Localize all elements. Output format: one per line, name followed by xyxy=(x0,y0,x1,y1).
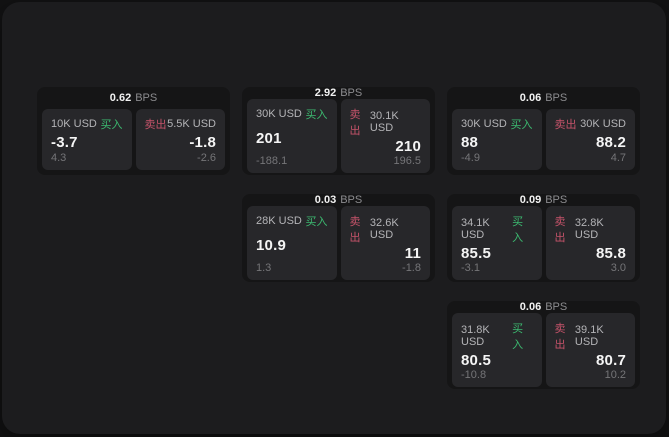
bps-unit-label: BPS xyxy=(545,301,568,313)
sell-price: 11 xyxy=(404,245,421,262)
quote-card-1: 0.62 BPS 10K USD 买入 -3.7 4.3 卖出 5.5K USD xyxy=(37,87,230,175)
bps-header: 0.06 BPS xyxy=(447,301,640,313)
bps-header: 2.92 BPS xyxy=(242,87,435,99)
bps-header: 0.06 BPS xyxy=(447,87,640,109)
card-body: 30K USD 买入 201 -188.1 卖出 30.1K USD 210 1… xyxy=(242,99,435,178)
bps-value: 0.06 xyxy=(519,301,542,313)
sell-panel[interactable]: 卖出 30K USD 88.2 4.7 xyxy=(545,109,635,170)
sell-amount: 30K USD xyxy=(580,118,626,130)
bps-header: 0.03 BPS xyxy=(242,194,435,206)
quote-card-5: 0.09 BPS 34.1K USD 买入 85.5 -3.1 卖出 32.8K… xyxy=(447,194,640,282)
sell-price: 80.7 xyxy=(596,352,626,369)
buy-price: -3.7 xyxy=(51,133,78,151)
sell-price: 210 xyxy=(395,138,421,155)
sell-panel[interactable]: 卖出 39.1K USD 80.7 10.2 xyxy=(545,313,635,387)
quote-card-2: 2.92 BPS 30K USD 买入 201 -188.1 卖出 30.1K … xyxy=(242,87,435,175)
buy-panel[interactable]: 31.8K USD 买入 80.5 -10.8 xyxy=(452,313,542,387)
buy-sub-value: -3.1 xyxy=(461,262,480,274)
bps-value: 0.09 xyxy=(519,194,542,206)
buy-label: 买入 xyxy=(512,216,524,244)
bps-unit-label: BPS xyxy=(545,92,568,104)
sell-panel[interactable]: 卖出 32.6K USD 11 -1.8 xyxy=(340,206,430,280)
sell-label: 卖出 xyxy=(349,216,361,244)
sell-amount: 5.5K USD xyxy=(167,118,216,130)
sell-price: 88.2 xyxy=(596,133,626,151)
buy-panel[interactable]: 10K USD 买入 -3.7 4.3 xyxy=(42,109,132,170)
buy-sub-value: -188.1 xyxy=(256,155,288,167)
buy-label: 买入 xyxy=(100,119,123,131)
sell-amount: 32.8K USD xyxy=(574,217,604,241)
bps-header: 0.09 BPS xyxy=(447,194,640,206)
buy-price: 85.5 xyxy=(461,245,491,262)
buy-label: 买入 xyxy=(510,119,533,131)
card-body: 30K USD 买入 88 -4.9 卖出 30K USD 88.2 4.7 xyxy=(447,109,640,175)
buy-sub-value: 1.3 xyxy=(256,262,272,274)
sell-panel[interactable]: 卖出 5.5K USD -1.8 -2.6 xyxy=(135,109,225,170)
sell-sub-value: 4.7 xyxy=(610,152,626,164)
buy-panel[interactable]: 30K USD 买入 201 -188.1 xyxy=(247,99,337,173)
sell-label: 卖出 xyxy=(144,119,167,131)
sell-sub-value: -2.6 xyxy=(197,152,216,164)
buy-label: 买入 xyxy=(305,216,328,228)
buy-sub-value: -4.9 xyxy=(461,152,480,164)
bps-value: 0.03 xyxy=(314,194,337,206)
sell-price: -1.8 xyxy=(189,133,216,151)
buy-price: 10.9 xyxy=(256,237,286,254)
sell-label: 卖出 xyxy=(349,109,361,137)
buy-amount: 31.8K USD xyxy=(461,324,490,348)
bps-unit-label: BPS xyxy=(135,92,158,104)
buy-amount: 10K USD xyxy=(51,118,97,130)
bps-unit-label: BPS xyxy=(340,194,363,206)
card-body: 28K USD 买入 10.9 1.3 卖出 32.6K USD 11 -1.8 xyxy=(242,206,435,285)
bps-unit-label: BPS xyxy=(545,194,568,206)
sell-label: 卖出 xyxy=(554,216,566,244)
quote-card-4: 0.03 BPS 28K USD 买入 10.9 1.3 卖出 32.6K US… xyxy=(242,194,435,282)
quote-cards-grid: 0.62 BPS 10K USD 买入 -3.7 4.3 卖出 5.5K USD xyxy=(37,87,640,389)
card-body: 10K USD 买入 -3.7 4.3 卖出 5.5K USD -1.8 -2.… xyxy=(37,109,230,175)
buy-sub-value: -10.8 xyxy=(461,369,487,381)
bps-value: 0.06 xyxy=(519,92,542,104)
buy-price: 201 xyxy=(256,130,282,147)
buy-label: 买入 xyxy=(305,109,328,121)
sell-amount: 39.1K USD xyxy=(574,324,604,348)
sell-panel[interactable]: 卖出 30.1K USD 210 196.5 xyxy=(340,99,430,173)
bps-header: 0.62 BPS xyxy=(37,87,230,109)
quote-card-3: 0.06 BPS 30K USD 买入 88 -4.9 卖出 30K USD xyxy=(447,87,640,175)
bps-value: 0.62 xyxy=(109,92,132,104)
sell-sub-value: 3.0 xyxy=(610,262,626,274)
sell-sub-value: 10.2 xyxy=(604,369,626,381)
sell-price: 85.8 xyxy=(596,245,626,262)
buy-amount: 30K USD xyxy=(256,108,302,120)
buy-amount: 34.1K USD xyxy=(461,217,490,241)
card-body: 34.1K USD 买入 85.5 -3.1 卖出 32.8K USD 85.8… xyxy=(447,206,640,285)
sell-sub-value: 196.5 xyxy=(393,155,421,167)
buy-amount: 28K USD xyxy=(256,215,302,227)
sell-amount: 30.1K USD xyxy=(369,110,399,134)
quote-card-6: 0.06 BPS 31.8K USD 买入 80.5 -10.8 卖出 39.1… xyxy=(447,301,640,389)
sell-label: 卖出 xyxy=(554,323,566,351)
buy-price: 88 xyxy=(461,133,479,151)
card-body: 31.8K USD 买入 80.5 -10.8 卖出 39.1K USD 80.… xyxy=(447,313,640,392)
sell-panel[interactable]: 卖出 32.8K USD 85.8 3.0 xyxy=(545,206,635,280)
buy-label: 买入 xyxy=(512,323,524,351)
sell-label: 卖出 xyxy=(554,119,577,131)
buy-panel[interactable]: 30K USD 买入 88 -4.9 xyxy=(452,109,542,170)
sell-amount: 32.6K USD xyxy=(369,217,399,241)
sell-sub-value: -1.8 xyxy=(402,262,421,274)
bps-unit-label: BPS xyxy=(340,87,363,99)
buy-amount: 30K USD xyxy=(461,118,507,130)
buy-sub-value: 4.3 xyxy=(51,152,67,164)
buy-price: 80.5 xyxy=(461,352,491,369)
buy-panel[interactable]: 28K USD 买入 10.9 1.3 xyxy=(247,206,337,280)
bps-value: 2.92 xyxy=(314,87,337,99)
buy-panel[interactable]: 34.1K USD 买入 85.5 -3.1 xyxy=(452,206,542,280)
